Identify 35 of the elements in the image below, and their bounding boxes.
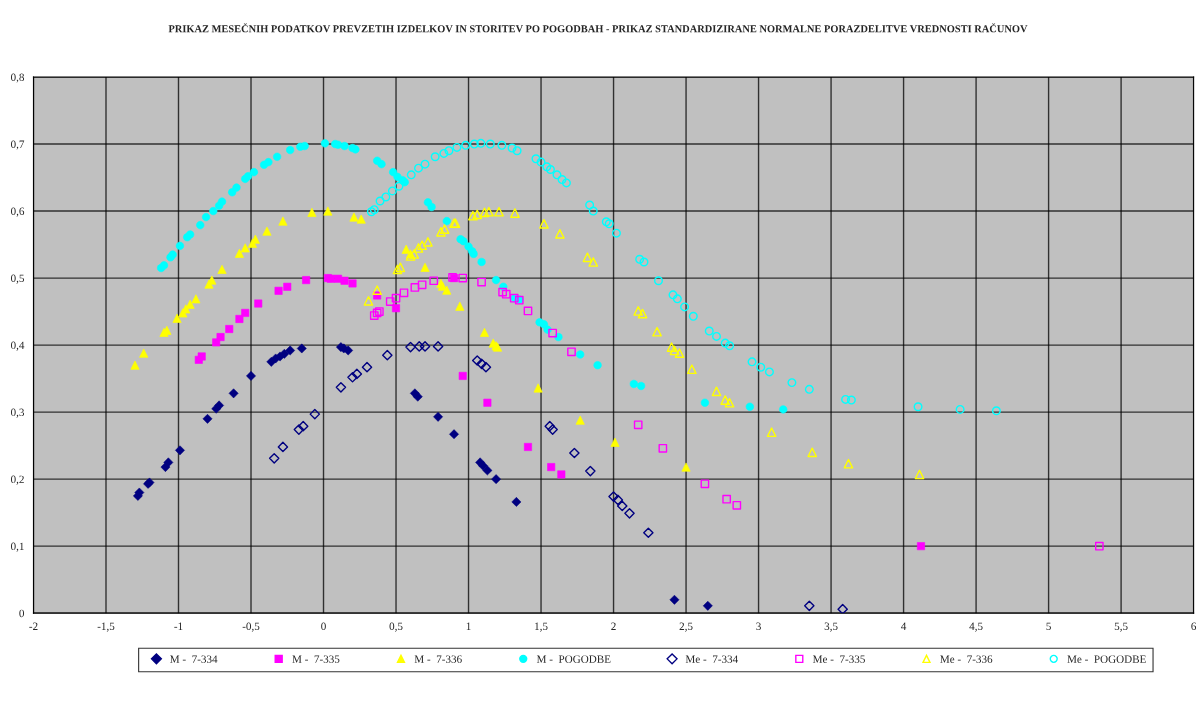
x-tick-label: 1,5 [535,622,548,632]
y-tick-label: 0,5 [10,274,25,284]
x-tick-label: -0,5 [242,622,260,632]
chart-title: PRIKAZ MESEČNIH PODATKOV PREVZETIH IZDELKOV IN STORITEV PO POGODBAH - PRIKAZ STANDARDIZIRANE NORMALNE PORAZDELITVE VREDNOSTI RAČUNOV [168,23,1028,33]
y-tick-label: 0,4 [10,341,25,351]
legend-label: M - POGODBE [536,655,611,663]
x-tick-label: 4 [901,622,907,630]
x-tick-label: 1 [466,622,471,630]
x-tick-label: 2 [611,622,616,630]
x-tick-label: 0,5 [389,622,403,632]
y-tick-label: 0,3 [10,408,25,418]
x-tick-label: 5,5 [1114,622,1128,632]
y-tick-label: 0,7 [10,140,25,150]
x-tick-label: -2 [29,622,38,630]
x-tick-label: 6 [1191,622,1196,631]
legend-label: Me - 7-335 [812,655,865,663]
y-tick-label: 0,1 [10,542,24,552]
legend-label: Me - POGODBE [1067,655,1146,663]
x-tick-label: 5 [1046,622,1051,631]
y-tick-label: 0 [19,609,25,618]
x-tick-label: -1 [174,622,183,630]
legend-label: Me - 7-334 [685,655,739,663]
x-tick-label: -1,5 [97,622,115,632]
x-tick-label: 4,5 [969,622,983,632]
x-tick-label: 0 [321,622,326,631]
legend-label: M - 7-336 [414,655,462,663]
legend-label: M - 7-335 [292,655,340,663]
x-tick-label: 3 [756,622,761,631]
x-tick-label: 3,5 [824,622,838,632]
y-tick-label: 0,6 [10,207,25,217]
x-tick-label: 2,5 [679,622,693,632]
legend-label: M - 7-334 [170,655,218,663]
y-tick-label: 0,8 [10,73,25,83]
y-tick-label: 0,2 [10,475,24,485]
legend-label: Me - 7-336 [940,655,993,663]
